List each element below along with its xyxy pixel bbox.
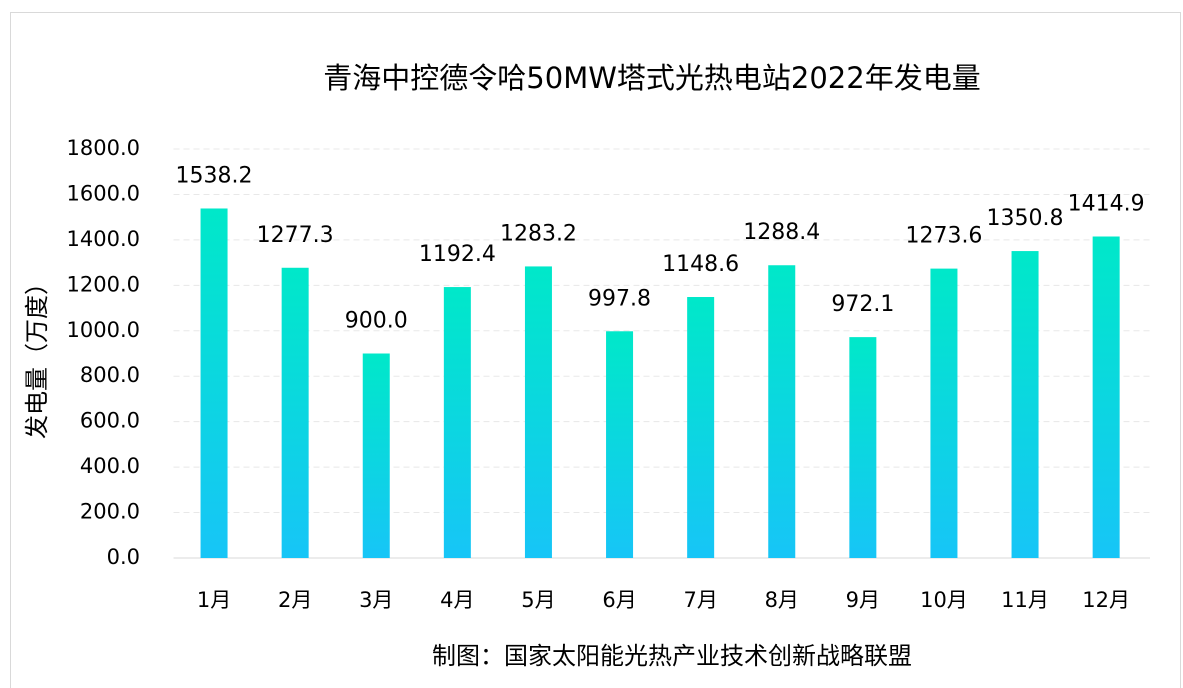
x-tick-label: 10月 xyxy=(920,588,968,612)
y-tick-label: 200.0 xyxy=(80,500,140,524)
value-label: 1192.4 xyxy=(419,242,496,267)
bar xyxy=(606,331,634,558)
y-axis-label: 发电量（万度） xyxy=(23,271,51,439)
x-tick-label: 4月 xyxy=(440,588,474,612)
y-tick-label: 1800.0 xyxy=(67,136,140,160)
x-tick-label: 12月 xyxy=(1082,588,1130,612)
value-label: 1414.9 xyxy=(1068,192,1145,217)
y-tick-label: 1600.0 xyxy=(67,181,140,205)
value-label: 1288.4 xyxy=(743,220,820,245)
y-tick-label: 1000.0 xyxy=(67,318,140,342)
y-tick-label: 400.0 xyxy=(80,454,140,478)
bar xyxy=(930,268,958,558)
value-label: 1283.2 xyxy=(500,221,577,246)
y-tick-label: 800.0 xyxy=(80,363,140,387)
x-tick-label: 5月 xyxy=(521,588,555,612)
y-tick-label: 1200.0 xyxy=(67,272,140,296)
value-label: 900.0 xyxy=(345,309,408,334)
value-label: 972.1 xyxy=(831,292,894,317)
bar xyxy=(1011,251,1039,558)
x-tick-label: 3月 xyxy=(359,588,393,612)
frame xyxy=(10,12,1181,688)
bar xyxy=(849,337,877,558)
value-label: 1350.8 xyxy=(987,206,1064,231)
bar xyxy=(362,353,390,558)
bar xyxy=(443,287,471,558)
y-tick-label: 0.0 xyxy=(107,545,140,569)
value-label: 1148.6 xyxy=(662,252,739,277)
value-label: 1273.6 xyxy=(905,224,982,249)
bar xyxy=(524,266,552,558)
value-label: 997.8 xyxy=(588,286,651,311)
x-tick-label: 7月 xyxy=(683,588,717,612)
bar xyxy=(281,267,309,558)
x-tick-label: 11月 xyxy=(1001,588,1049,612)
chart-title: 青海中控德令哈50MW塔式光热电站2022年发电量 xyxy=(323,61,980,95)
y-tick-label: 600.0 xyxy=(80,409,140,433)
value-label: 1277.3 xyxy=(257,223,334,248)
y-tick-label: 1400.0 xyxy=(67,227,140,251)
caption: 制图：国家太阳能光热产业技术创新战略联盟 xyxy=(432,642,912,670)
value-label: 1538.2 xyxy=(176,163,253,188)
bar xyxy=(200,208,228,559)
x-tick-label: 8月 xyxy=(765,588,799,612)
bar xyxy=(1092,236,1120,558)
bar xyxy=(768,265,796,558)
x-tick-label: 9月 xyxy=(846,588,880,612)
x-tick-label: 6月 xyxy=(602,588,636,612)
x-tick-label: 1月 xyxy=(197,588,231,612)
bar xyxy=(687,297,715,558)
x-tick-label: 2月 xyxy=(278,588,312,612)
